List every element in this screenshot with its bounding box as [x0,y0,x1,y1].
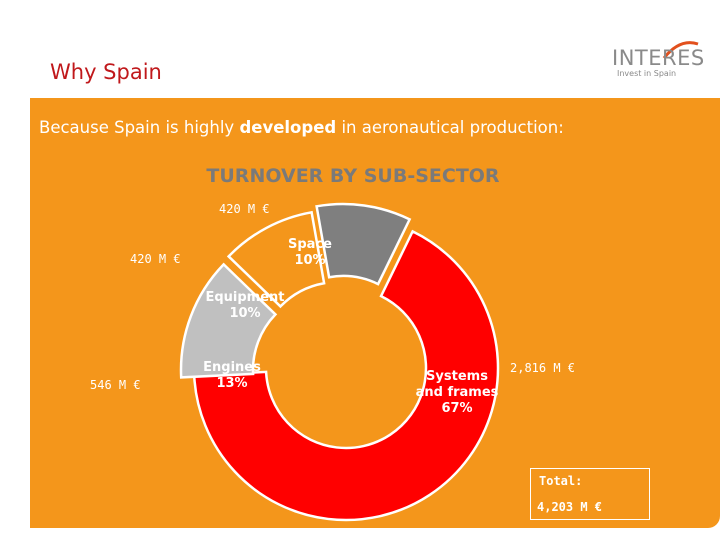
slice-label-systems-and-frames: Systems and frames 67% [416,369,499,416]
subtitle-bold: developed [239,118,337,137]
interes-logo: INTERES Invest in Spain [612,40,712,82]
logo-wordmark: INTERES [612,46,705,70]
value-label-systems: 2,816 M € [510,361,576,375]
slice-label-space: Space 10% [288,237,332,268]
total-label: Total: [539,474,583,488]
subtitle-prefix: Because Spain is highly [39,118,240,137]
slice-engines [179,262,278,379]
chart-title: TURNOVER BY SUB-SECTOR [206,165,500,187]
value-label-space: 420 M € [219,202,270,216]
slide-subtitle: Because Spain is highly developed in aer… [39,118,564,137]
logo-tagline: Invest in Spain [617,69,677,78]
value-label-engines: 546 M € [90,378,141,392]
slice-systems-and-frames [192,229,500,522]
value-label-equipment: 420 M € [130,252,181,266]
total-box: Total: 4,203 M € [530,468,650,520]
slice-label-equipment: Equipment 10% [205,290,284,321]
subtitle-suffix: in aeronautical production: [336,118,564,137]
slice-label-engines: Engines 13% [203,360,261,391]
logo-swoosh-icon [662,41,699,59]
slice-equipment [226,210,326,309]
total-value: 4,203 M € [537,500,603,514]
slice-space [315,202,412,286]
page-title: Why Spain [50,60,162,84]
